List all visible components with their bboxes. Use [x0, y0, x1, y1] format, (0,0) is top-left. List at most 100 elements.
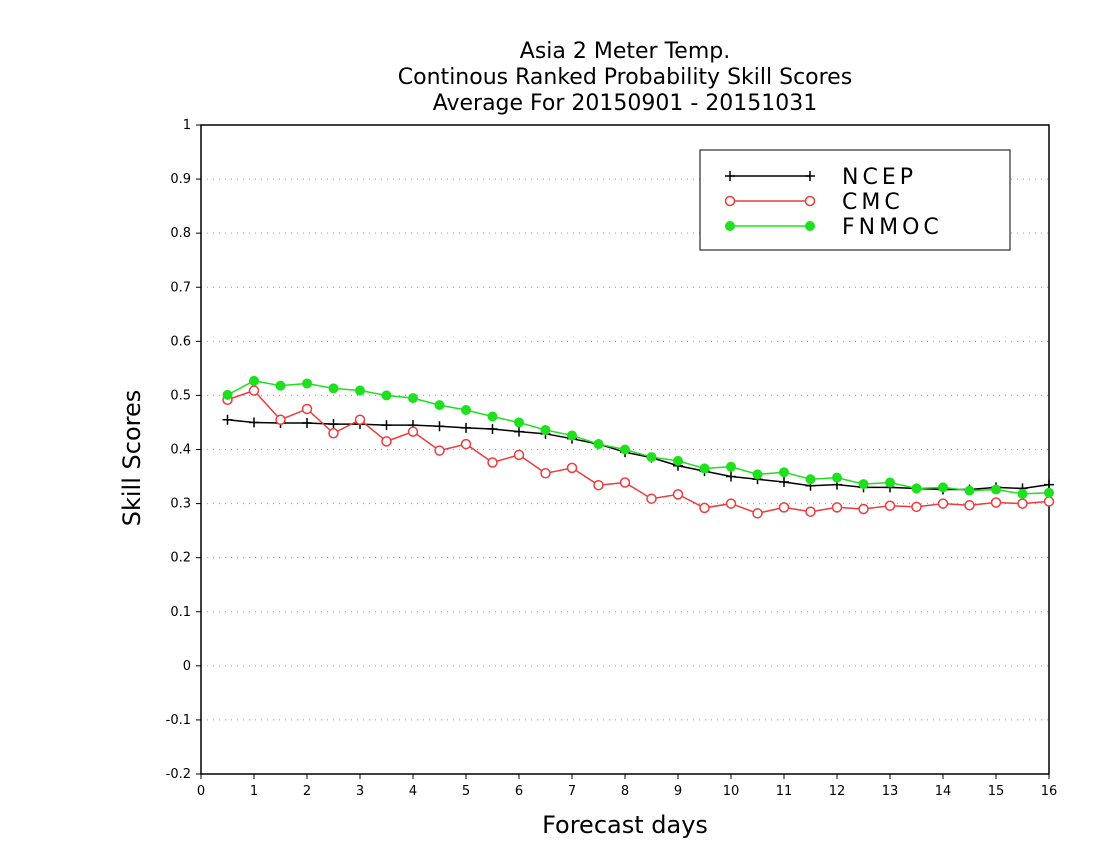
legend-marker-cmc [724, 195, 736, 207]
point-cmc [646, 493, 657, 504]
point-fnmoc [1017, 488, 1028, 499]
y-tick-label: 0.1 [170, 605, 191, 620]
x-tick-label: 10 [723, 784, 740, 799]
x-tick-label: 15 [988, 784, 1005, 799]
point-cmc [434, 445, 445, 456]
point-cmc [699, 502, 710, 514]
x-tick-label: 6 [515, 784, 523, 799]
point-cmc [513, 449, 525, 461]
point-cmc [381, 436, 392, 447]
legend-label-ncep: NCEP [842, 165, 917, 190]
point-ncep [381, 420, 392, 431]
point-cmc [858, 503, 869, 515]
point-ncep [487, 423, 498, 434]
x-tick-label: 8 [621, 784, 629, 799]
x-tick-label: 14 [935, 784, 952, 799]
x-tick-label: 5 [462, 784, 470, 799]
point-ncep [514, 426, 524, 437]
y-tick-label: 0.5 [170, 388, 191, 403]
legend-label-fnmoc: FNMOC [842, 215, 943, 240]
point-cmc [407, 426, 419, 437]
point-ncep [249, 417, 259, 428]
y-tick-label: 0.8 [170, 226, 191, 241]
point-fnmoc [222, 389, 233, 400]
y-tick-label: 0 [183, 659, 191, 674]
chart-title-line-1: Asia 2 Meter Temp. [520, 39, 730, 64]
point-fnmoc [275, 380, 286, 391]
x-tick-label: 11 [776, 784, 793, 799]
legend-item-cmc: CMC [724, 190, 904, 215]
point-fnmoc [646, 452, 657, 463]
point-ncep [434, 421, 445, 432]
x-tick-label: 4 [409, 784, 417, 799]
point-cmc [619, 477, 631, 488]
x-tick-label: 13 [882, 784, 899, 799]
point-fnmoc [540, 425, 551, 436]
y-tick-label: 0.6 [170, 334, 191, 349]
y-tick-label: 0.2 [170, 551, 191, 566]
point-cmc [354, 414, 366, 426]
x-tick-label: 1 [250, 784, 258, 799]
series-ncep-line [227, 419, 1050, 491]
point-ncep [726, 471, 736, 482]
point-fnmoc [805, 474, 816, 485]
point-cmc [460, 438, 472, 450]
point-cmc [593, 479, 604, 491]
series-cmc-line [227, 389, 1050, 515]
y-tick-label: 1 [183, 118, 191, 133]
point-cmc [1043, 496, 1055, 507]
point-fnmoc [911, 483, 922, 494]
legend-box [699, 149, 1011, 251]
point-cmc [964, 499, 975, 511]
legend-marker-fnmoc [805, 221, 815, 231]
point-fnmoc [1044, 487, 1054, 498]
x-tick-label: 16 [1041, 784, 1058, 799]
point-ncep [779, 476, 789, 487]
point-cmc [566, 462, 578, 474]
point-fnmoc [514, 417, 524, 428]
legend-marker-cmc [804, 195, 816, 207]
point-fnmoc [752, 469, 763, 480]
x-tick-label: 12 [829, 784, 846, 799]
point-cmc [884, 500, 896, 511]
point-fnmoc [487, 411, 498, 422]
point-cmc [725, 498, 737, 509]
series-fnmoc-line [227, 380, 1050, 495]
legend-item-ncep: NCEP [725, 165, 917, 190]
point-fnmoc [408, 393, 418, 404]
point-fnmoc [885, 477, 895, 488]
point-fnmoc [567, 430, 577, 441]
chart-title: Asia 2 Meter Temp. Continous Ranked Prob… [398, 39, 852, 116]
point-fnmoc [434, 400, 445, 411]
point-fnmoc [964, 485, 975, 496]
axes: -0.2-0.100.10.20.30.40.50.60.70.80.910 1 2… [166, 118, 1058, 799]
point-ncep [461, 422, 471, 433]
legend-label-cmc: CMC [842, 190, 904, 215]
legend-marker-ncep [725, 171, 735, 181]
point-fnmoc [726, 461, 736, 472]
legend-marker-fnmoc [725, 221, 735, 231]
point-cmc [487, 457, 498, 468]
point-fnmoc [381, 390, 392, 401]
point-cmc [831, 502, 843, 513]
point-cmc [752, 508, 763, 519]
point-fnmoc [699, 463, 710, 474]
point-cmc [805, 506, 816, 517]
point-cmc [990, 497, 1002, 508]
point-cmc [1017, 498, 1028, 509]
point-fnmoc [461, 405, 471, 416]
point-cmc [937, 498, 949, 509]
point-ncep [302, 417, 312, 428]
x-axis-label: Forecast days [542, 811, 708, 839]
point-fnmoc [779, 467, 789, 478]
point-cmc [275, 414, 286, 426]
point-cmc [328, 428, 339, 439]
point-fnmoc [355, 385, 365, 396]
legend-item-fnmoc: FNMOC [725, 215, 943, 240]
x-tick-label: 7 [568, 784, 576, 799]
point-cmc [540, 468, 551, 479]
point-ncep [222, 414, 233, 425]
point-fnmoc [858, 479, 869, 490]
point-fnmoc [938, 482, 948, 493]
